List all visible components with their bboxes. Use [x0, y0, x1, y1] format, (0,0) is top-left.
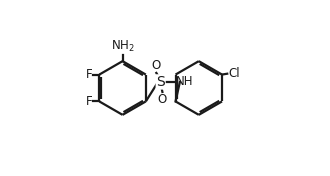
- Text: O: O: [151, 59, 161, 72]
- Text: O: O: [158, 93, 167, 106]
- Text: Cl: Cl: [228, 67, 240, 80]
- Text: F: F: [85, 95, 92, 108]
- Text: NH$_2$: NH$_2$: [111, 39, 134, 54]
- Text: F: F: [85, 68, 92, 81]
- Text: S: S: [156, 75, 165, 89]
- Text: NH: NH: [176, 76, 193, 88]
